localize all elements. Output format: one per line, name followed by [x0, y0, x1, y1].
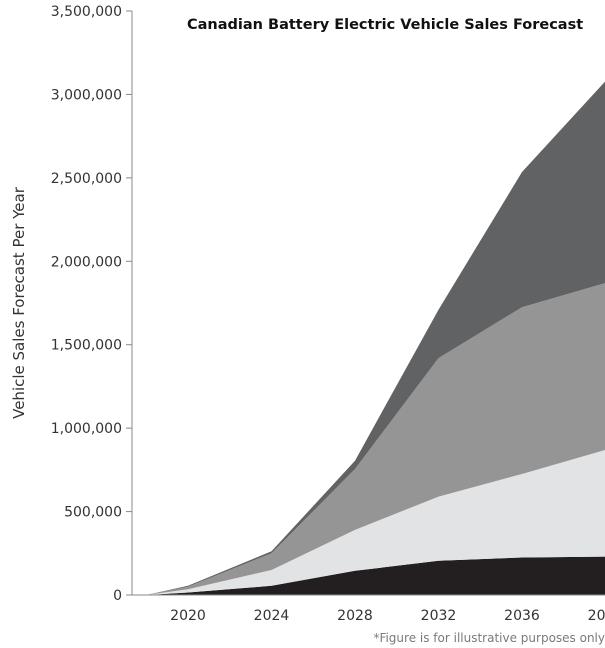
x-tick-label: 2020: [170, 608, 206, 624]
area-series-2: [146, 449, 605, 595]
illustrative-note: *Figure is for illustrative purposes onl…: [373, 631, 605, 645]
axes: [131, 11, 605, 596]
y-tick-label: 1,000,000: [51, 421, 122, 437]
y-tick-label: 3,500,000: [51, 4, 122, 20]
y-tick-label: 3,000,000: [51, 87, 122, 103]
y-tick-label: 0: [113, 588, 122, 604]
x-tick-label: 2024: [254, 608, 290, 624]
area-series-4: [146, 81, 605, 595]
x-tick-label: 2040: [588, 608, 605, 624]
y-tick-label: 2,000,000: [51, 254, 122, 270]
stacked-areas: [146, 81, 605, 595]
x-tick-label: 2028: [337, 608, 373, 624]
y-tick-label: 500,000: [64, 505, 122, 521]
y-axis-label: Vehicle Sales Forecast Per Year: [10, 186, 28, 419]
y-tick-label: 1,500,000: [51, 338, 122, 354]
y-tick-label: 2,500,000: [51, 171, 122, 187]
chart-title: Canadian Battery Electric Vehicle Sales …: [187, 17, 583, 33]
area-series-1: [146, 556, 605, 595]
y-ticks: 0 500,000 1,000,000 1,500,000 2,000,000 2,500…: [51, 4, 132, 604]
area-series-3: [146, 283, 605, 595]
x-ticks: 2020 2024 2028 2032 2036 2040: [170, 608, 605, 624]
x-tick-label: 2032: [421, 608, 457, 624]
x-tick-label: 2036: [504, 608, 540, 624]
